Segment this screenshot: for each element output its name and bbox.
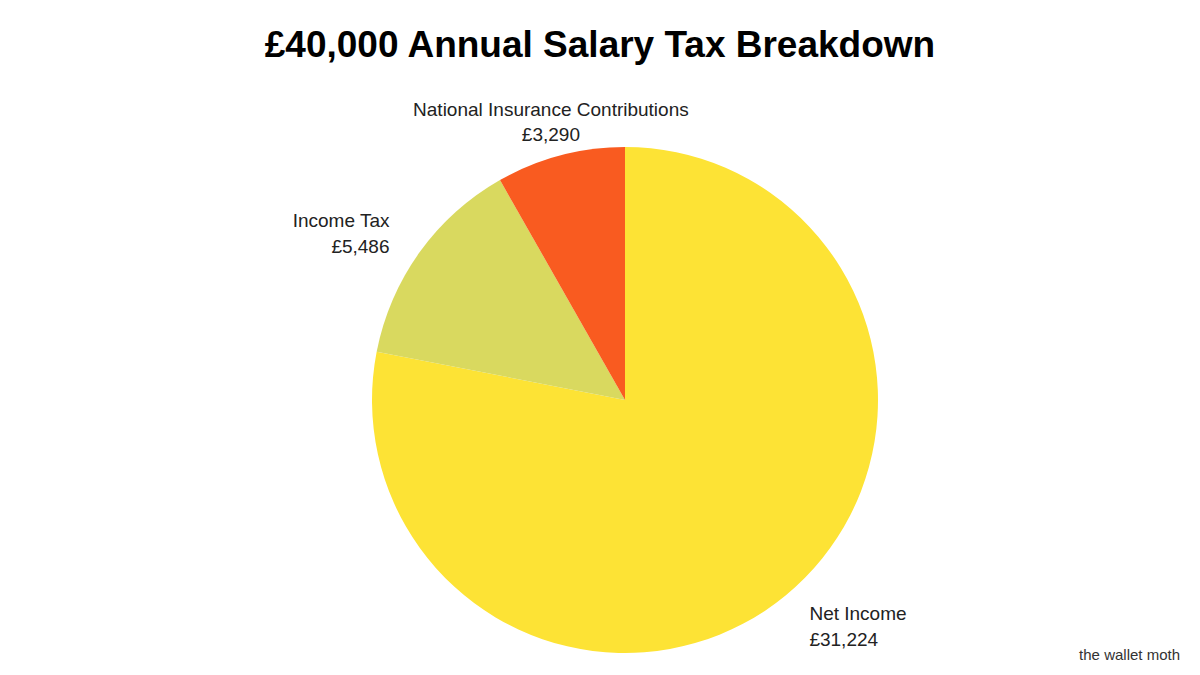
svg-text:the wallet moth: the wallet moth	[1079, 646, 1180, 663]
html-text:£40,000 Annual Salary Tax Brea: £40,000 Annual Salary Tax Breakdown	[264, 24, 936, 65]
svg-text:Income Tax£5,486: Income Tax£5,486	[293, 210, 390, 257]
svg-text:Net Income£31,224: Net Income£31,224	[809, 603, 906, 650]
svg-text:National Insurance Contributio: National Insurance Contributions£3,290	[413, 99, 689, 146]
